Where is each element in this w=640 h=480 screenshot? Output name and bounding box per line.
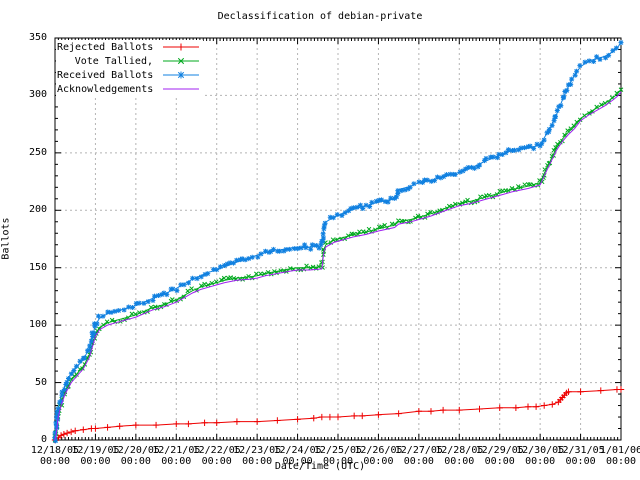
x-tick-label-13: 12/31/05 00:00 <box>556 445 605 467</box>
legend-label: Vote Tallied, <box>74 55 153 67</box>
series-acknowledgements-line <box>54 91 622 441</box>
legend-label: Rejected Ballots <box>57 41 154 53</box>
legend-sample-line <box>163 71 199 79</box>
x-tick-label-9: 12/27/05 00:00 <box>394 445 443 467</box>
legend-item-rejected-ballots: Rejected Ballots <box>57 40 201 54</box>
x-tick-label-7: 12/25/05 00:00 <box>313 445 363 467</box>
x-tick-label-3: 12/21/05 00:00 <box>152 445 201 467</box>
chart-title: Declassification of debian-private <box>217 11 423 22</box>
y-tick-label-350: 350 <box>28 32 47 43</box>
y-tick-label-150: 150 <box>28 261 47 273</box>
legend-item-vote-tallied: Vote Tallied, <box>57 54 201 68</box>
x-tick-label-12: 12/30/05 00:00 <box>516 445 565 467</box>
x-tick-label-5: 12/23/05 00:00 <box>233 445 282 467</box>
legend-sample-line <box>163 57 199 65</box>
series-received-ballots <box>52 40 624 444</box>
y-tick-label-100: 100 <box>28 319 47 331</box>
legend: Rejected Ballots Vote Tallied, Received Ba… <box>56 40 203 97</box>
y-tick-label-200: 200 <box>28 204 47 216</box>
x-tick-label-6: 12/24/05 00:00 <box>273 445 322 467</box>
x-tick-label-2: 12/20/05 00:00 <box>111 445 160 467</box>
y-tick-label-300: 300 <box>28 89 47 101</box>
legend-item-acknowledgements: Acknowledgements <box>57 82 201 96</box>
x-tick-label-11: 12/29/05 00:00 <box>475 445 524 467</box>
x-tick-label-14: 1/01/06 00:00 <box>599 445 640 467</box>
x-tick-label-0: 12/18/05 00:00 <box>30 445 80 467</box>
series-received-ballots-markers <box>52 40 624 444</box>
y-tick-label-0: 0 <box>40 434 47 445</box>
grid-lines <box>55 38 621 440</box>
y-tick-label-50: 50 <box>34 376 47 388</box>
legend-item-received-ballots: Received Ballots <box>57 68 201 82</box>
legend-label: Received Ballots <box>57 69 154 81</box>
x-tick-label-8: 12/26/05 00:00 <box>354 445 403 467</box>
series-acknowledgements <box>54 91 622 441</box>
x-axis-title: Date/Time (UTC) <box>274 461 366 472</box>
legend-label: Acknowledgements <box>57 83 154 95</box>
x-tick-label-4: 12/22/05 00:00 <box>192 445 241 467</box>
x-tick-label-10: 12/28/05 00:00 <box>435 445 484 467</box>
plot-border <box>54 37 622 441</box>
y-tick-label-250: 250 <box>28 146 47 158</box>
legend-sample-line <box>163 43 199 51</box>
legend-sample-line <box>163 88 199 90</box>
x-tick-label-1: 12/19/05 00:00 <box>71 445 120 467</box>
